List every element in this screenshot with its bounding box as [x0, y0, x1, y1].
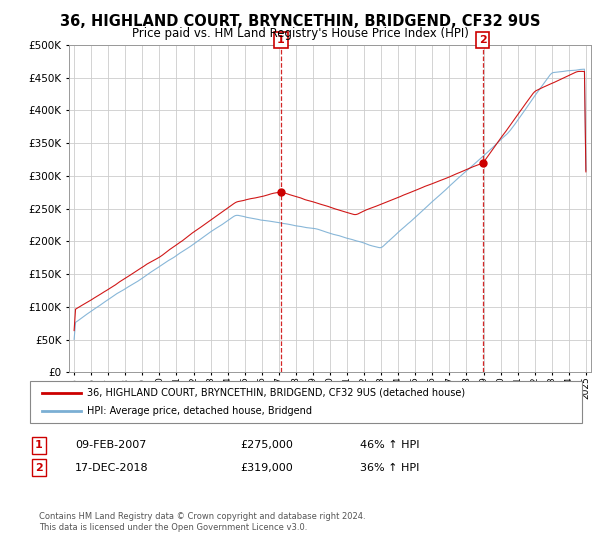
Text: 2: 2 — [35, 463, 43, 473]
Text: £275,000: £275,000 — [240, 440, 293, 450]
Text: 1: 1 — [277, 35, 285, 45]
Text: Price paid vs. HM Land Registry's House Price Index (HPI): Price paid vs. HM Land Registry's House … — [131, 27, 469, 40]
Text: 36, HIGHLAND COURT, BRYNCETHIN, BRIDGEND, CF32 9US (detached house): 36, HIGHLAND COURT, BRYNCETHIN, BRIDGEND… — [87, 388, 465, 398]
Text: 2: 2 — [479, 35, 487, 45]
Text: 09-FEB-2007: 09-FEB-2007 — [75, 440, 146, 450]
Text: Contains HM Land Registry data © Crown copyright and database right 2024.
This d: Contains HM Land Registry data © Crown c… — [39, 512, 365, 532]
Text: 36, HIGHLAND COURT, BRYNCETHIN, BRIDGEND, CF32 9US: 36, HIGHLAND COURT, BRYNCETHIN, BRIDGEND… — [60, 14, 540, 29]
Text: £319,000: £319,000 — [240, 463, 293, 473]
Text: 17-DEC-2018: 17-DEC-2018 — [75, 463, 149, 473]
Text: 46% ↑ HPI: 46% ↑ HPI — [360, 440, 419, 450]
Text: 1: 1 — [35, 440, 43, 450]
Text: 36% ↑ HPI: 36% ↑ HPI — [360, 463, 419, 473]
Text: HPI: Average price, detached house, Bridgend: HPI: Average price, detached house, Brid… — [87, 406, 312, 416]
